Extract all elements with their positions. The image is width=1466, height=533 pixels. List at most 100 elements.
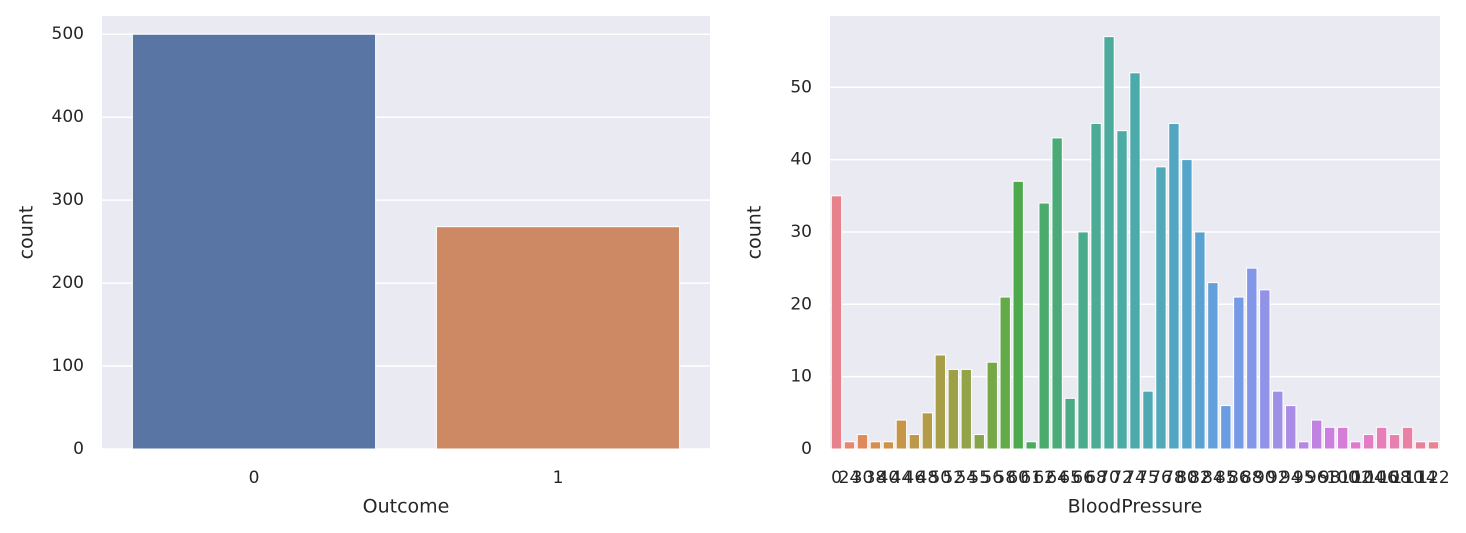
x-tick-label: 54 [955, 468, 977, 488]
x-tick-label: 102 [1339, 468, 1371, 488]
x-tick-label: 38 [865, 468, 887, 488]
y-tick-label: 200 [52, 273, 84, 293]
bar [1142, 390, 1154, 450]
bar [435, 226, 681, 450]
x-tick-label: 75 [1137, 468, 1159, 488]
bar [1349, 441, 1362, 450]
bar [1012, 180, 1024, 450]
x-tick-label: 74 [1124, 468, 1146, 488]
x-tick-label: 1 [553, 468, 564, 488]
bar [908, 434, 921, 450]
y-tick-label: 0 [73, 439, 84, 459]
bar [1388, 434, 1401, 450]
x-tick-label: 0 [831, 468, 842, 488]
x-tick-label: 0 [249, 468, 260, 488]
bar [1038, 202, 1050, 450]
bar [1285, 405, 1297, 450]
bar [830, 195, 843, 450]
bar [1375, 426, 1388, 450]
x-tick-label: 95 [1293, 468, 1315, 488]
x-tick-label: 84 [1202, 468, 1224, 488]
x-tick-label: 76 [1150, 468, 1172, 488]
x-tick-label: 114 [1404, 468, 1436, 488]
bar [1336, 426, 1349, 450]
bar [131, 33, 377, 450]
y-tick-label: 50 [790, 77, 812, 97]
x-axis-label: BloodPressure [1068, 496, 1203, 518]
x-tick-label: 58 [994, 468, 1016, 488]
x-tick-label: 65 [1059, 468, 1081, 488]
bar [973, 434, 985, 450]
bar [1077, 231, 1089, 450]
bar [1362, 434, 1375, 450]
y-tick-label: 20 [790, 294, 812, 314]
x-tick-label: 104 [1352, 468, 1384, 488]
bar [947, 368, 959, 450]
x-tick-label: 40 [878, 468, 900, 488]
x-tick-label: 66 [1072, 468, 1094, 488]
bar [1155, 166, 1167, 450]
bar [1194, 231, 1206, 450]
y-tick-label: 300 [52, 190, 84, 210]
bar [986, 361, 998, 450]
x-tick-label: 61 [1020, 468, 1042, 488]
bar [1051, 137, 1063, 450]
bar [895, 419, 908, 450]
x-tick-label: 90 [1254, 468, 1276, 488]
bar [1233, 296, 1245, 450]
bar [1168, 122, 1180, 450]
y-tick-label: 40 [790, 150, 812, 170]
bar [1311, 419, 1323, 450]
bar [1259, 289, 1271, 450]
y-tick-label: 0 [801, 439, 812, 459]
bar [1401, 426, 1414, 450]
bar [882, 441, 895, 450]
x-tick-label: 60 [1007, 468, 1029, 488]
y-tick-label: 500 [52, 24, 84, 44]
bar [960, 368, 972, 450]
x-axis-label: Outcome [363, 496, 450, 518]
x-tick-label: 110 [1391, 468, 1423, 488]
bar [1427, 441, 1440, 450]
bar [1414, 441, 1427, 450]
bar [1246, 267, 1258, 450]
x-tick-label: 52 [942, 468, 964, 488]
bar [1103, 36, 1115, 450]
x-tick-label: 96 [1306, 468, 1328, 488]
bar [1298, 441, 1310, 450]
bar [1272, 390, 1284, 450]
bar [1116, 130, 1128, 450]
x-tick-label: 85 [1215, 468, 1237, 488]
x-tick-label: 72 [1111, 468, 1133, 488]
y-axis-label: count [16, 206, 38, 260]
x-tick-label: 55 [968, 468, 990, 488]
x-tick-label: 88 [1241, 468, 1263, 488]
x-tick-label: 50 [929, 468, 951, 488]
bar [1064, 397, 1076, 450]
y-tick-label: 100 [52, 356, 84, 376]
bar [934, 354, 947, 450]
y-tick-label: 10 [790, 367, 812, 387]
x-tick-label: 70 [1098, 468, 1120, 488]
x-tick-label: 46 [904, 468, 926, 488]
x-tick-label: 108 [1378, 468, 1410, 488]
x-tick-label: 98 [1319, 468, 1341, 488]
bar [1220, 405, 1232, 450]
y-axis-label: count [744, 206, 766, 260]
x-tick-label: 94 [1280, 468, 1302, 488]
bar [1090, 122, 1102, 450]
y-tick-label: 30 [790, 222, 812, 242]
x-tick-label: 48 [917, 468, 939, 488]
bar [1129, 72, 1141, 450]
x-tick-label: 80 [1176, 468, 1198, 488]
x-tick-label: 122 [1417, 468, 1449, 488]
bar [1181, 159, 1193, 450]
x-tick-label: 82 [1189, 468, 1211, 488]
bar [1025, 441, 1037, 450]
x-tick-label: 106 [1365, 468, 1397, 488]
bar [999, 296, 1011, 450]
bar [869, 441, 882, 450]
x-tick-label: 64 [1046, 468, 1068, 488]
x-tick-label: 92 [1267, 468, 1289, 488]
